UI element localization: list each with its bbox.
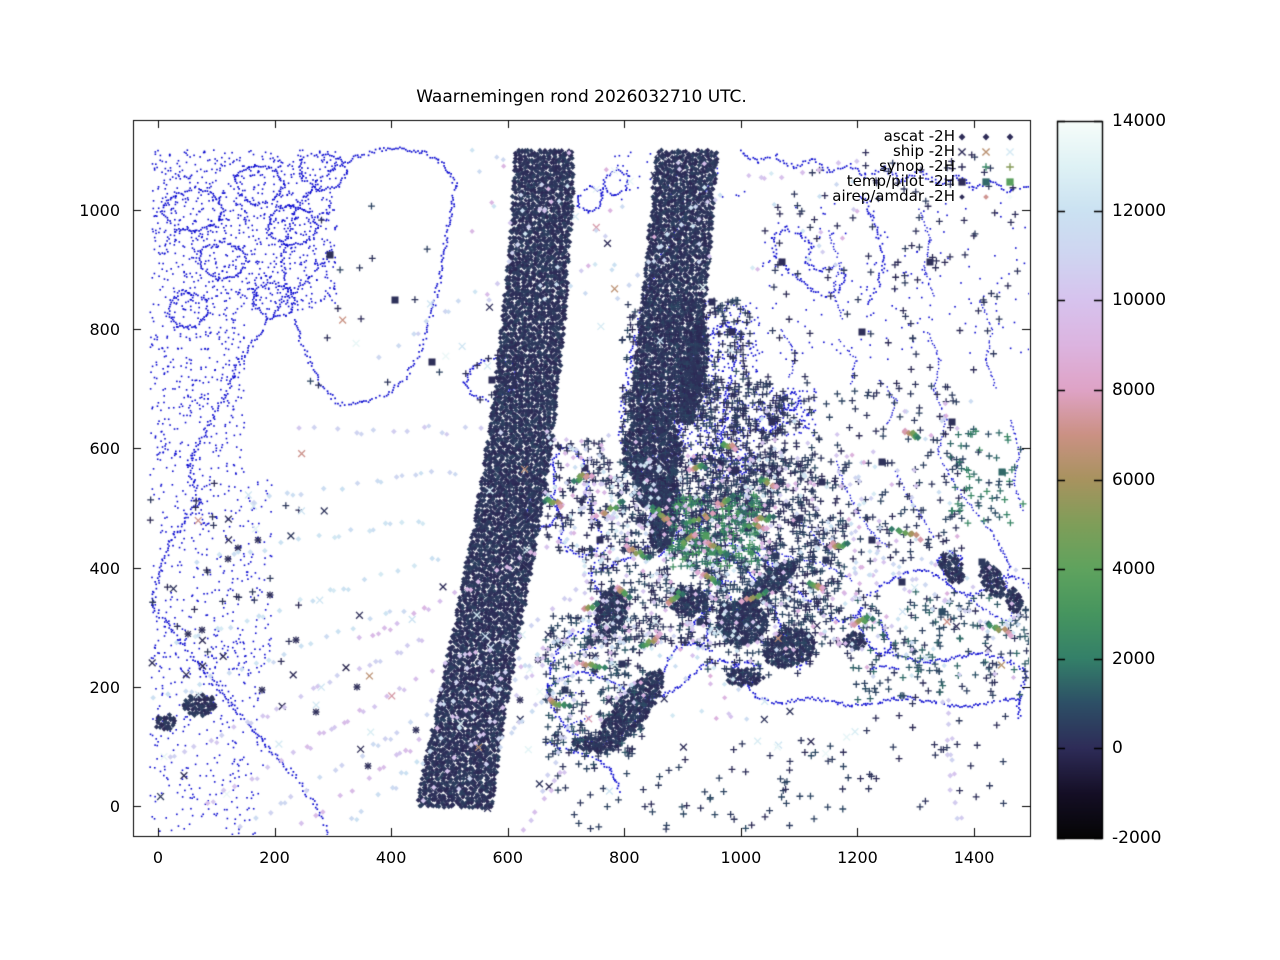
- y-axis-tick-label: 1000: [79, 201, 120, 220]
- y-axis-tick-label: 600: [89, 439, 120, 459]
- x-axis-tick-label: 0: [152, 848, 164, 867]
- x-axis-tick-label: 400: [375, 848, 407, 867]
- x-axis-tick-label: 1000: [720, 848, 762, 867]
- y-axis-tick-label: 800: [89, 320, 120, 340]
- colorbar-tick-label: 12000: [1112, 200, 1167, 221]
- colorbar-tick-label: -2000: [1112, 828, 1162, 848]
- colorbar-tick-label: 8000: [1112, 379, 1156, 400]
- x-axis-tick-label: 600: [492, 848, 523, 867]
- legend-entry-label: synop -2H: [879, 157, 955, 175]
- legend-entry-label: ship -2H: [892, 142, 955, 160]
- x-axis-tick-label: 800: [609, 848, 640, 867]
- colorbar-tick-label: 4000: [1112, 559, 1156, 580]
- legend-entry-label: airep/amdar -2H: [832, 187, 955, 205]
- colorbar-tick-label: 6000: [1112, 469, 1156, 490]
- colorbar-tick-label: 0: [1112, 738, 1123, 759]
- legend-entry-label: temp/pilot -2H: [846, 172, 955, 190]
- colorbar-tick-label: 10000: [1112, 290, 1167, 311]
- colorbar-tick-label: 2000: [1112, 648, 1156, 669]
- x-axis-tick-label: 1200: [837, 848, 878, 867]
- x-axis-tick-label: 200: [259, 848, 290, 867]
- y-axis-tick-label: 200: [89, 677, 120, 697]
- y-axis-tick-label: 0: [109, 797, 120, 816]
- colorbar-tick-label: 14000: [1112, 111, 1167, 131]
- chart-title: Waarnemingen rond 2026032710 UTC.: [416, 87, 747, 107]
- x-axis-tick-label: 1400: [953, 848, 995, 867]
- legend-entry-label: ascat -2H: [883, 127, 955, 145]
- y-axis-tick-label: 400: [89, 558, 120, 578]
